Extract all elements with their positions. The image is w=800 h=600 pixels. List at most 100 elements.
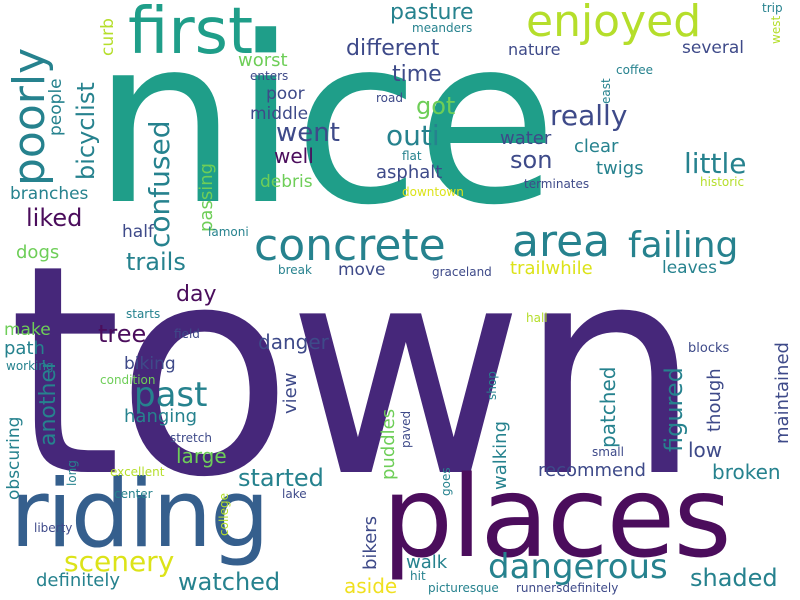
word: past <box>134 375 208 415</box>
word: asphalt <box>376 162 443 183</box>
word: shaded <box>690 564 778 592</box>
word: enters <box>250 69 289 83</box>
word: son <box>510 146 553 174</box>
word: twigs <box>596 158 644 179</box>
word: scenery <box>64 545 175 578</box>
word: recommend <box>538 460 646 481</box>
word: road <box>376 91 403 105</box>
word: tree <box>98 320 147 348</box>
word: coffee <box>616 63 653 77</box>
word: break <box>278 263 312 277</box>
word: flat <box>402 149 422 163</box>
word: bikers <box>360 515 381 570</box>
word: enjoyed <box>526 0 702 47</box>
word: view <box>280 372 301 414</box>
word: puddles <box>378 408 399 480</box>
word: danger <box>258 330 329 354</box>
word: hall <box>526 311 548 325</box>
word: leaves <box>662 258 717 278</box>
word: center <box>114 487 153 501</box>
word: trip <box>762 1 783 15</box>
word: obscuring <box>4 416 24 500</box>
word: figured <box>660 367 688 452</box>
word: watched <box>178 568 281 596</box>
word: west <box>769 15 783 44</box>
word: concrete <box>254 220 446 271</box>
word: paved <box>399 410 413 448</box>
word: worst <box>238 50 288 71</box>
word: first <box>128 0 254 69</box>
word: middle <box>250 104 309 124</box>
word: bicyclist <box>72 82 100 180</box>
word: maintained <box>772 342 793 444</box>
word: shop <box>485 371 499 400</box>
word: excellent <box>110 465 165 479</box>
word: time <box>392 62 442 87</box>
word: east <box>599 78 613 104</box>
word: make <box>4 320 51 340</box>
word: clear <box>574 136 619 157</box>
word: area <box>512 216 611 267</box>
word: starts <box>126 307 161 321</box>
word: dogs <box>16 242 60 263</box>
word: passing <box>196 162 217 232</box>
word: walk <box>406 552 448 573</box>
word: little <box>684 147 747 180</box>
word: move <box>338 260 386 280</box>
word: poor <box>266 84 305 104</box>
word: graceland <box>432 265 492 279</box>
word: path <box>4 338 45 359</box>
word: small <box>592 445 624 459</box>
word: outi <box>386 119 440 152</box>
word: nature <box>508 40 561 59</box>
word: debris <box>260 172 313 192</box>
word: day <box>176 282 217 307</box>
word: dangerous <box>488 547 668 587</box>
word: college <box>217 493 231 536</box>
word: condition <box>100 373 156 387</box>
word: trails <box>126 248 186 276</box>
word: really <box>550 99 628 132</box>
word: historic <box>700 175 745 189</box>
word: goes <box>439 467 453 496</box>
word: several <box>682 38 744 58</box>
word: went <box>276 118 340 148</box>
word: definitely <box>36 570 121 591</box>
word: long <box>65 460 79 486</box>
word: trailwhile <box>510 258 593 279</box>
word: meanders <box>412 21 473 35</box>
word: lake <box>282 487 307 501</box>
word: large <box>176 444 227 468</box>
word: branches <box>10 184 89 204</box>
word: blocks <box>688 341 730 356</box>
word: pasture <box>390 0 474 25</box>
word: got <box>416 92 456 120</box>
word: nice <box>92 0 558 256</box>
word: broken <box>712 460 781 484</box>
word: liked <box>26 204 83 232</box>
word: picturesque <box>428 581 499 595</box>
word: aside <box>344 574 398 598</box>
word: town <box>8 204 702 541</box>
word: half <box>122 222 154 242</box>
word: places <box>382 453 732 583</box>
word: liberty <box>34 521 73 535</box>
word: well <box>274 144 314 168</box>
word: biking <box>124 354 176 374</box>
word: different <box>346 36 440 61</box>
word: water <box>500 128 552 149</box>
word: patched <box>596 366 620 448</box>
word: hit <box>410 569 426 583</box>
word: stretch <box>170 431 212 445</box>
word: curb <box>98 18 118 56</box>
word: riding <box>10 460 270 569</box>
word: started <box>238 464 324 492</box>
word: lamoni <box>208 225 249 239</box>
word: though <box>704 368 725 432</box>
word: runnersdefinitely <box>516 581 619 595</box>
word: walking <box>490 420 511 490</box>
word: terminates <box>524 177 590 191</box>
word: working <box>6 359 54 373</box>
word: field <box>174 327 200 341</box>
